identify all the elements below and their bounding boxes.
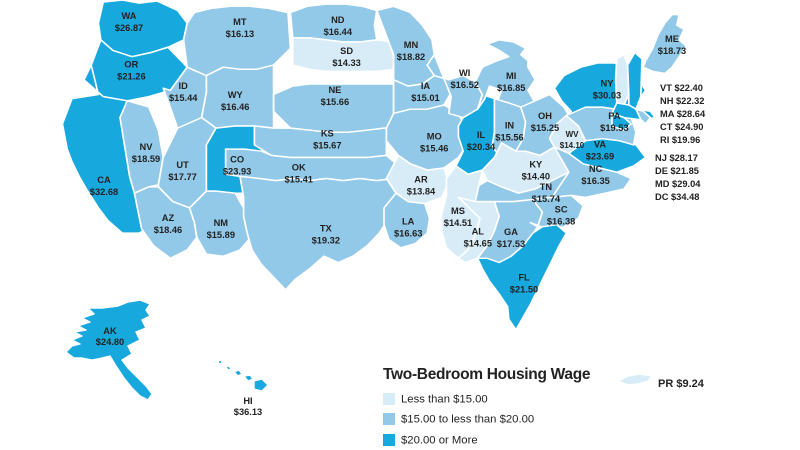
svg-text:NJ $28.17: NJ $28.17 — [655, 153, 698, 163]
svg-text:PR $9.24: PR $9.24 — [658, 378, 705, 390]
svg-text:CA: CA — [97, 175, 111, 185]
svg-text:KY: KY — [529, 160, 543, 170]
svg-text:RI $19.96: RI $19.96 — [660, 135, 700, 145]
svg-text:MO: MO — [427, 131, 442, 141]
svg-text:$30.03: $30.03 — [593, 91, 621, 101]
svg-text:$18.73: $18.73 — [658, 46, 686, 56]
svg-text:$15.01: $15.01 — [411, 93, 439, 103]
svg-text:$17.53: $17.53 — [497, 239, 525, 249]
svg-text:$20.00 or More: $20.00 or More — [401, 435, 478, 447]
svg-text:DE $21.85: DE $21.85 — [655, 166, 699, 176]
svg-text:MI: MI — [506, 71, 516, 81]
svg-text:UT: UT — [176, 160, 189, 170]
svg-text:$15.56: $15.56 — [495, 133, 523, 143]
svg-text:$16.38: $16.38 — [547, 217, 575, 227]
svg-text:$15.25: $15.25 — [531, 123, 559, 133]
svg-text:NC: NC — [589, 164, 603, 174]
svg-text:$13.84: $13.84 — [407, 187, 436, 197]
svg-text:$14.40: $14.40 — [522, 172, 550, 182]
svg-text:$15.74: $15.74 — [532, 194, 561, 204]
svg-text:IL: IL — [477, 130, 486, 140]
svg-text:WA: WA — [122, 11, 137, 21]
svg-text:IN: IN — [505, 121, 515, 131]
svg-text:$23.69: $23.69 — [586, 151, 614, 161]
svg-text:WY: WY — [228, 90, 244, 100]
svg-text:GA: GA — [504, 227, 518, 237]
svg-text:Less than $15.00: Less than $15.00 — [401, 394, 488, 406]
svg-text:NM: NM — [214, 218, 229, 228]
svg-text:$16.63: $16.63 — [394, 229, 422, 239]
svg-text:$19.32: $19.32 — [312, 235, 340, 245]
svg-text:$26.87: $26.87 — [115, 23, 143, 33]
svg-text:$21.50: $21.50 — [510, 284, 538, 294]
svg-text:$16.46: $16.46 — [221, 102, 249, 112]
svg-text:CT $24.90: CT $24.90 — [660, 122, 703, 132]
svg-text:SC: SC — [555, 205, 568, 215]
svg-text:$14.10: $14.10 — [560, 141, 585, 150]
svg-text:$24.80: $24.80 — [96, 337, 124, 347]
svg-text:NE: NE — [328, 85, 341, 95]
svg-text:KS: KS — [321, 128, 334, 138]
svg-text:$16.35: $16.35 — [581, 176, 609, 186]
svg-text:SD: SD — [340, 46, 353, 56]
svg-text:MS: MS — [451, 206, 465, 216]
svg-text:MA $28.64: MA $28.64 — [660, 109, 706, 119]
svg-text:$18.46: $18.46 — [154, 225, 182, 235]
svg-text:$23.93: $23.93 — [223, 167, 251, 177]
svg-text:$14.33: $14.33 — [332, 58, 360, 68]
svg-text:PA: PA — [608, 111, 621, 121]
svg-text:VT $22.40: VT $22.40 — [660, 83, 703, 93]
svg-text:$20.34: $20.34 — [467, 142, 496, 152]
svg-text:OR: OR — [124, 59, 138, 69]
svg-text:$15.66: $15.66 — [321, 97, 349, 107]
svg-text:$15.67: $15.67 — [313, 140, 341, 150]
svg-text:WV: WV — [566, 130, 580, 139]
svg-text:TN: TN — [540, 182, 553, 192]
svg-text:$15.44: $15.44 — [169, 93, 198, 103]
svg-text:AZ: AZ — [162, 213, 175, 223]
svg-text:ND: ND — [331, 15, 345, 25]
svg-text:FL: FL — [518, 272, 530, 282]
svg-text:$36.13: $36.13 — [234, 407, 262, 417]
svg-text:NH $22.32: NH $22.32 — [660, 96, 704, 106]
svg-text:$16.13: $16.13 — [226, 29, 254, 39]
svg-text:AR: AR — [414, 175, 428, 185]
svg-text:MT: MT — [233, 17, 247, 27]
svg-text:AL: AL — [472, 227, 485, 237]
svg-text:$18.82: $18.82 — [397, 52, 425, 62]
svg-text:$14.65: $14.65 — [464, 239, 492, 249]
svg-text:$18.59: $18.59 — [132, 154, 160, 164]
svg-text:NY: NY — [601, 79, 615, 89]
svg-text:AK: AK — [103, 326, 117, 336]
svg-text:LA: LA — [402, 217, 415, 227]
svg-text:OK: OK — [292, 163, 306, 173]
svg-text:$15.46: $15.46 — [420, 143, 448, 153]
svg-text:MN: MN — [404, 40, 419, 50]
svg-text:Two-Bedroom Housing Wage: Two-Bedroom Housing Wage — [383, 366, 591, 383]
svg-text:$15.00 to less than $20.00: $15.00 to less than $20.00 — [401, 414, 534, 426]
svg-text:ID: ID — [179, 81, 189, 91]
svg-text:IA: IA — [421, 81, 431, 91]
svg-text:$15.89: $15.89 — [207, 230, 235, 240]
svg-text:DC $34.48: DC $34.48 — [655, 192, 699, 202]
svg-text:$16.52: $16.52 — [450, 80, 478, 90]
svg-text:$14.51: $14.51 — [444, 218, 472, 228]
svg-text:$15.41: $15.41 — [284, 175, 312, 185]
svg-text:$21.26: $21.26 — [117, 71, 145, 81]
svg-text:TX: TX — [320, 223, 333, 233]
svg-text:$17.77: $17.77 — [168, 172, 196, 182]
svg-text:WI: WI — [459, 68, 470, 78]
svg-text:MD $29.04: MD $29.04 — [655, 179, 701, 189]
svg-text:ME: ME — [665, 34, 679, 44]
svg-text:$32.68: $32.68 — [90, 187, 118, 197]
svg-text:VA: VA — [594, 139, 607, 149]
svg-text:$16.44: $16.44 — [324, 27, 353, 37]
svg-text:NV: NV — [140, 142, 154, 152]
svg-text:$16.85: $16.85 — [497, 83, 525, 93]
svg-text:HI: HI — [243, 396, 252, 406]
svg-text:CO: CO — [230, 155, 244, 165]
svg-text:OH: OH — [538, 111, 552, 121]
svg-text:$19.53: $19.53 — [600, 123, 628, 133]
